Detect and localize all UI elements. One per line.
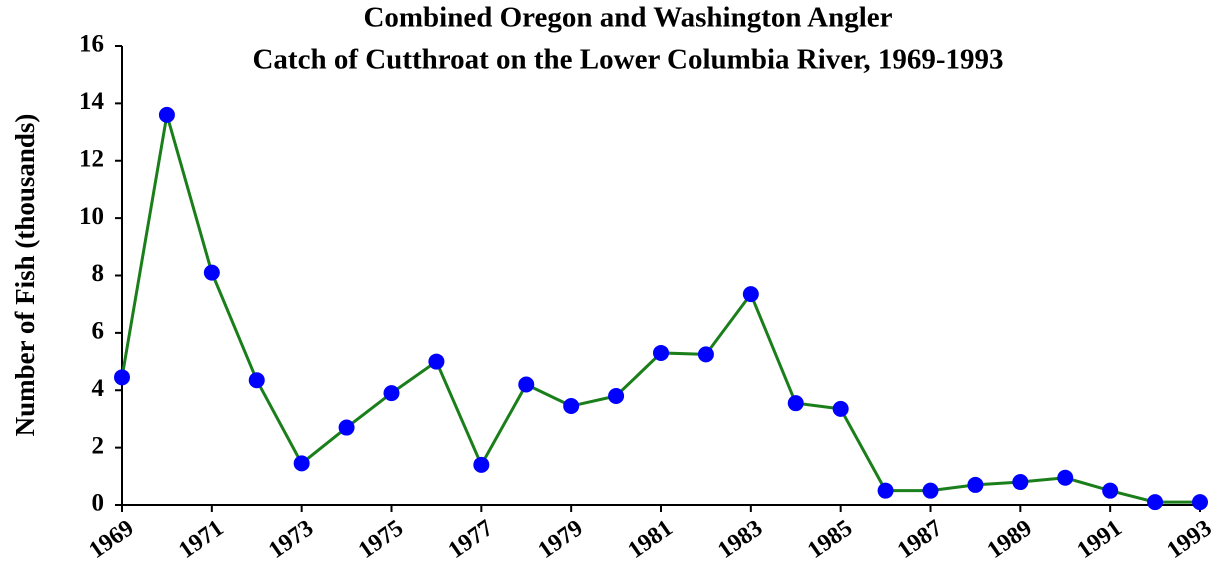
x-tick-label: 1975: [354, 515, 408, 564]
data-point: [1102, 482, 1119, 499]
y-tick-label: 4: [92, 375, 105, 402]
x-tick-label: 1983: [713, 515, 767, 564]
y-tick-label: 12: [79, 145, 104, 172]
data-point: [877, 482, 894, 499]
data-point: [518, 376, 535, 393]
y-tick-label: 8: [92, 260, 105, 287]
data-point: [248, 372, 265, 389]
data-point: [832, 400, 849, 417]
x-tick-label: 1991: [1073, 515, 1127, 564]
data-point: [203, 264, 220, 281]
data-point: [1012, 474, 1029, 491]
data-point: [653, 344, 669, 361]
data-point: [922, 482, 939, 499]
x-tick-label: 1971: [174, 515, 228, 564]
x-tick-label: 1993: [1162, 515, 1212, 564]
data-point: [428, 353, 445, 370]
y-axis-label: Number of Fish (thousands): [10, 114, 40, 437]
x-tick-label: 1979: [534, 515, 588, 564]
data-point: [742, 286, 759, 303]
x-tick-label: 1981: [623, 515, 677, 564]
x-tick-label: 1977: [444, 515, 498, 564]
data-line: [120, 114, 1200, 504]
y-tick-label: 0: [92, 490, 105, 517]
x-tick-label: 1973: [264, 515, 318, 564]
y-tick-label: 16: [79, 31, 104, 58]
chart-title: Catch of Cutthroat on the Lower Columbia…: [252, 44, 1003, 76]
data-point: [473, 456, 490, 473]
x-tick-label: 1985: [803, 515, 857, 564]
x-tick-label: 1989: [983, 515, 1037, 564]
y-tick-label: 14: [79, 88, 105, 115]
x-tick-label: 1987: [893, 515, 947, 564]
data-point: [1057, 469, 1074, 486]
y-tick-label: 10: [79, 203, 104, 230]
data-point: [338, 419, 355, 436]
data-point: [1147, 494, 1164, 511]
data-point: [787, 395, 804, 412]
data-point: [383, 385, 400, 402]
data-point: [967, 476, 984, 493]
y-tick-label: 6: [92, 318, 105, 345]
data-point: [697, 346, 714, 363]
data-point: [158, 106, 175, 123]
data-point: [608, 387, 625, 404]
chart-title: Combined Oregon and Washington Angler: [363, 2, 892, 34]
data-point: [114, 369, 130, 386]
data-point: [563, 398, 580, 415]
data-point: [1192, 494, 1208, 511]
x-tick-label: 1969: [84, 515, 138, 564]
y-tick-label: 2: [92, 432, 105, 459]
data-point: [293, 455, 310, 472]
